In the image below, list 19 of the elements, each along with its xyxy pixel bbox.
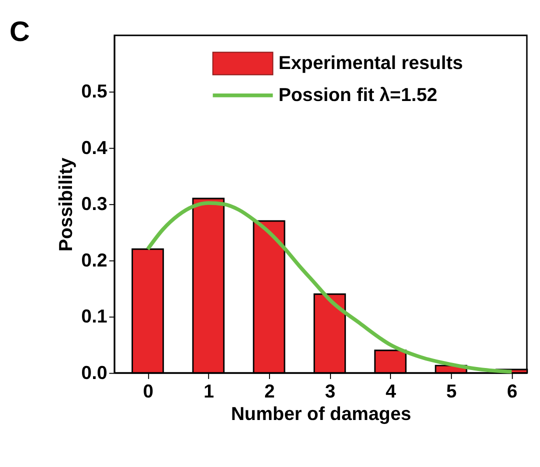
- x-axis-title: Number of damages: [230, 403, 412, 424]
- line-series: [146, 201, 514, 374]
- x-tick-label: 3: [324, 380, 336, 402]
- legend-label: Experimental results: [278, 52, 463, 74]
- x-tick-label: 1: [204, 380, 214, 402]
- legend-label: Possion fit λ=1.52: [278, 84, 438, 105]
- y-axis-title: Possibility: [54, 157, 76, 252]
- x-tick-label: 0: [142, 380, 154, 402]
- x-tick-label: 5: [446, 380, 457, 402]
- chart-title: C: [10, 16, 30, 47]
- x-tick-label: 4: [386, 380, 397, 402]
- y-tick-label: 0.0: [81, 362, 108, 383]
- y-tick-label: 0.4: [81, 136, 108, 158]
- y-tick-label: 0.5: [81, 80, 108, 102]
- y-tick-label: 0.1: [81, 306, 108, 327]
- y-tick-label: 0.2: [81, 249, 108, 270]
- y-tick-label: 0.3: [81, 193, 108, 214]
- x-tick-label: 2: [264, 380, 275, 402]
- x-tick-label: 6: [506, 380, 518, 402]
